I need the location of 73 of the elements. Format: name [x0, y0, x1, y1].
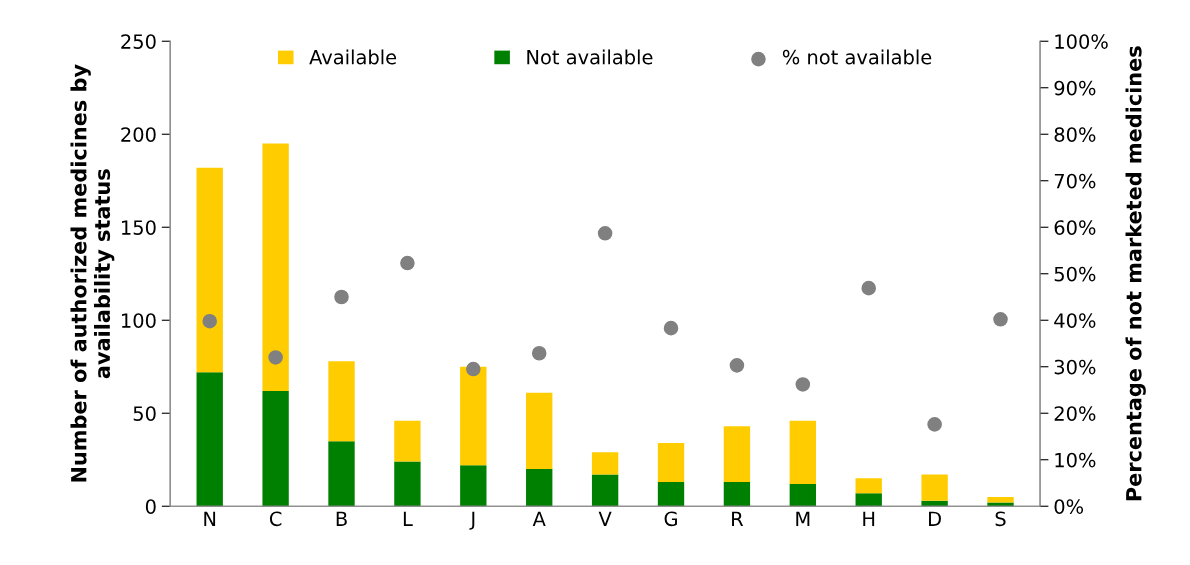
x-tick-label: C: [269, 511, 282, 527]
bar: [591, 474, 619, 507]
bar: [657, 482, 685, 507]
bar: [855, 493, 882, 507]
x-tick-label: L: [403, 511, 413, 526]
y2-tick-label: 20%: [1054, 406, 1096, 421]
x-tick-label: R: [732, 511, 744, 526]
bar: [394, 461, 421, 507]
bar: [921, 474, 948, 501]
x-tick-label: D: [929, 511, 941, 526]
x-tick-label: V: [598, 511, 612, 526]
point: [729, 358, 745, 373]
y2-tick-label: 40%: [1054, 313, 1096, 328]
y2-tick-label: 10%: [1055, 452, 1096, 468]
y2-tick-label: 100%: [1055, 34, 1108, 49]
y2-tick-label: 60%: [1054, 220, 1096, 235]
point: [400, 255, 415, 271]
y2-tick-label: 30%: [1054, 359, 1096, 375]
bar: [262, 143, 289, 391]
bar: [526, 469, 553, 507]
y-tick-label: 150: [122, 220, 156, 235]
point: [202, 313, 217, 329]
x-tick-label: G: [664, 511, 677, 527]
bar: [328, 361, 355, 442]
x-tick-label: N: [204, 511, 216, 526]
x-tick-label: B: [336, 511, 347, 526]
x-tick-label: A: [532, 511, 546, 526]
y2-tick-label: 0%: [1054, 499, 1084, 514]
point: [531, 345, 547, 361]
point: [663, 320, 679, 336]
bar: [987, 496, 1014, 503]
bar: [855, 478, 882, 494]
point: [861, 280, 877, 296]
y2-tick-label: 70%: [1054, 173, 1096, 189]
y-tick-label: 250: [121, 34, 156, 49]
y-tick-label: 100: [122, 313, 156, 328]
bar: [460, 366, 487, 466]
x-tick-label: J: [469, 511, 475, 530]
point: [795, 377, 811, 392]
bar: [526, 392, 553, 470]
y2-axis-title: Percentage of not marketed medicines: [1125, 46, 1146, 501]
bar: [328, 441, 355, 507]
x-tick-label: M: [796, 511, 810, 526]
point: [268, 350, 283, 365]
y2-tick-label: 50%: [1054, 266, 1096, 282]
legend-label: Not available: [527, 49, 653, 65]
bar: [921, 500, 948, 507]
bar: [789, 483, 816, 507]
bar: [789, 420, 816, 484]
x-tick-label: S: [995, 511, 1006, 527]
y2-tick-label: 90%: [1054, 80, 1096, 96]
point: [993, 312, 1008, 327]
bar: [657, 443, 685, 483]
bar: [591, 452, 619, 475]
legend-label: % not available: [782, 49, 932, 65]
point: [334, 289, 349, 305]
bar: [394, 420, 421, 462]
point: [466, 361, 481, 377]
bar: [196, 372, 223, 507]
legend-label: Available: [309, 49, 397, 65]
y-axis-title: Number of authorized medicines by availability status: [70, 64, 115, 482]
y-tick-label: 50: [133, 406, 156, 421]
bar: [723, 426, 751, 483]
point: [927, 417, 942, 432]
y-tick-label: 200: [121, 127, 156, 142]
y-tick-label: 0: [145, 499, 156, 514]
bar: [196, 167, 223, 373]
bar: [460, 465, 487, 507]
x-tick-label: H: [863, 511, 875, 526]
bar: [723, 482, 751, 507]
point: [597, 226, 613, 241]
bar: [262, 390, 289, 507]
y2-tick-label: 80%: [1054, 127, 1096, 142]
